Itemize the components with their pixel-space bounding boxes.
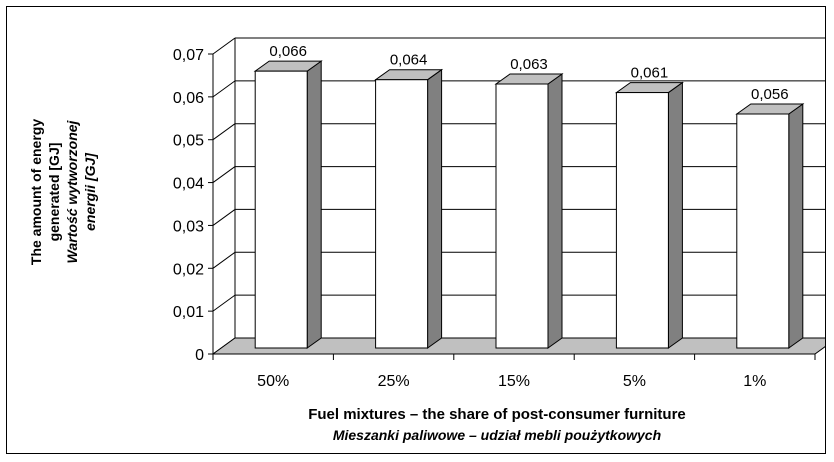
y-tick-label: 0,02 — [173, 261, 204, 278]
bar — [615, 92, 669, 349]
y-axis-subtitle-line-1: Wartość wytworzonej — [64, 119, 80, 263]
bar-side — [667, 81, 683, 349]
x-axis-title: Fuel mixtures – the share of post-consum… — [308, 406, 686, 423]
gridline-diagonal — [212, 123, 236, 141]
y-axis-title-line-1: The amount of energy — [28, 119, 44, 265]
bar-side — [427, 68, 443, 349]
x-tick-label: 15% — [498, 373, 530, 390]
gridline-diagonal — [212, 209, 236, 226]
gridline-diagonal — [212, 166, 236, 183]
chart-frame: Fuel mixtures – the share of post-consum… — [6, 6, 826, 454]
x-tick-label: 50% — [257, 373, 289, 390]
gridline-diagonal — [212, 294, 236, 312]
y-tick-label: 0 — [195, 347, 204, 364]
y-tick-label: 0,01 — [173, 304, 204, 321]
data-label: 0,064 — [390, 52, 428, 69]
x-tick-label: 1% — [743, 373, 766, 390]
bar — [375, 79, 429, 349]
gridline-diagonal — [212, 80, 236, 98]
bar-chart: Fuel mixtures – the share of post-consum… — [28, 37, 825, 443]
data-label: 0,061 — [631, 65, 669, 82]
bar — [495, 83, 549, 349]
bar-side — [788, 103, 804, 349]
x-axis-subtitle: Mieszanki paliwowe – udział mebli poużyt… — [333, 427, 661, 443]
bar — [736, 113, 790, 349]
y-tick-label: 0,05 — [173, 133, 204, 150]
gridline-diagonal — [212, 37, 236, 55]
bar-layer — [253, 60, 805, 349]
data-label: 0,066 — [269, 43, 307, 60]
data-label: 0,056 — [751, 86, 789, 103]
bar — [254, 70, 308, 349]
y-tick-label: 0,07 — [173, 47, 204, 64]
axis-layer — [208, 53, 816, 360]
gridline-diagonal — [212, 251, 236, 269]
bar-side — [306, 60, 322, 349]
data-label: 0,063 — [510, 56, 548, 73]
y-tick-label: 0,06 — [173, 90, 204, 107]
x-tick-label: 25% — [378, 373, 410, 390]
y-axis-subtitle-line-2: energii [GJ] — [82, 152, 98, 231]
bar-side — [547, 73, 563, 349]
y-tick-label: 0,04 — [173, 176, 204, 193]
label-layer: Fuel mixtures – the share of post-consum… — [28, 43, 789, 443]
y-axis-title-line-2: generated [GJ] — [46, 143, 62, 242]
y-tick-label: 0,03 — [173, 218, 204, 235]
x-tick-label: 5% — [623, 373, 646, 390]
